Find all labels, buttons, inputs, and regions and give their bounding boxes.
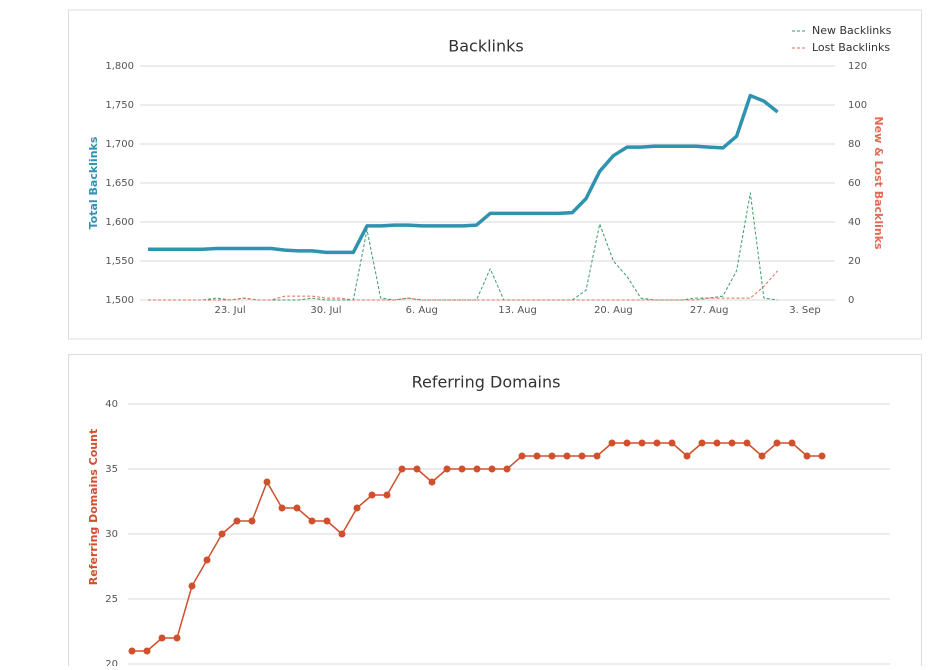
y-tick-label: 20 bbox=[848, 256, 861, 267]
data-point bbox=[623, 439, 631, 447]
data-point bbox=[173, 634, 181, 642]
y-tick-label: 1,700 bbox=[105, 139, 134, 150]
data-point bbox=[143, 647, 151, 655]
y-tick-label: 35 bbox=[105, 464, 118, 475]
data-point bbox=[773, 439, 781, 447]
panel bbox=[68, 354, 922, 670]
data-point bbox=[563, 452, 571, 460]
series-line bbox=[148, 93, 779, 255]
data-point bbox=[248, 517, 256, 525]
data-point bbox=[818, 452, 826, 460]
data-point bbox=[593, 452, 601, 460]
data-point bbox=[278, 504, 286, 512]
y-tick-label: 40 bbox=[848, 217, 861, 228]
data-point bbox=[443, 465, 451, 473]
data-point bbox=[188, 582, 196, 590]
data-point bbox=[263, 478, 271, 486]
data-point bbox=[338, 530, 346, 538]
legend-label: Lost Backlinks bbox=[812, 41, 890, 54]
y-axis-title: Total Backlinks bbox=[87, 136, 100, 229]
data-point bbox=[743, 439, 751, 447]
y-axis-title: Referring Domains Count bbox=[87, 429, 100, 585]
data-point bbox=[653, 439, 661, 447]
data-point bbox=[308, 517, 316, 525]
y-tick-label: 1,500 bbox=[105, 295, 134, 306]
y-tick-label: 1,650 bbox=[105, 178, 134, 189]
data-point bbox=[803, 452, 811, 460]
y-tick-label: 60 bbox=[848, 178, 861, 189]
data-point bbox=[758, 452, 766, 460]
data-point bbox=[398, 465, 406, 473]
data-point bbox=[233, 517, 241, 525]
y-tick-label: 30 bbox=[105, 529, 118, 540]
data-point bbox=[503, 465, 511, 473]
data-point bbox=[698, 439, 706, 447]
data-point bbox=[668, 439, 676, 447]
data-point bbox=[323, 517, 331, 525]
y-tick-label: 25 bbox=[105, 594, 118, 605]
data-point bbox=[713, 439, 721, 447]
x-tick-label: 20. Aug bbox=[594, 305, 633, 316]
y-tick-label: 20 bbox=[105, 659, 118, 666]
data-point bbox=[458, 465, 466, 473]
data-point bbox=[473, 465, 481, 473]
y-tick-label: 1,750 bbox=[105, 100, 134, 111]
y2-axis-title: New & Lost Backlinks bbox=[872, 116, 885, 250]
data-point bbox=[518, 452, 526, 460]
x-tick-label: 27. Aug bbox=[690, 305, 729, 316]
data-point bbox=[608, 439, 616, 447]
chart-title: Referring Domains bbox=[412, 373, 561, 392]
data-point bbox=[353, 504, 361, 512]
data-point bbox=[218, 530, 226, 538]
y-tick-label: 100 bbox=[848, 100, 867, 111]
data-point bbox=[533, 452, 541, 460]
data-point bbox=[728, 439, 736, 447]
y-tick-label: 0 bbox=[848, 295, 854, 306]
panel bbox=[68, 9, 922, 340]
data-point bbox=[548, 452, 556, 460]
x-tick-label: 23. Jul bbox=[215, 305, 246, 316]
data-point bbox=[638, 439, 646, 447]
data-point bbox=[293, 504, 301, 512]
y-tick-label: 1,600 bbox=[105, 217, 134, 228]
data-point bbox=[788, 439, 796, 447]
data-point bbox=[413, 465, 421, 473]
y-tick-label: 80 bbox=[848, 139, 861, 150]
data-point bbox=[683, 452, 691, 460]
data-point bbox=[368, 491, 376, 499]
x-tick-label: 6. Aug bbox=[406, 305, 438, 316]
y-tick-label: 1,800 bbox=[105, 61, 134, 72]
data-point bbox=[578, 452, 586, 460]
x-tick-label: 30. Jul bbox=[310, 305, 341, 316]
data-point bbox=[383, 491, 391, 499]
data-point bbox=[128, 647, 136, 655]
y-tick-label: 40 bbox=[105, 399, 118, 410]
legend-label: New Backlinks bbox=[812, 24, 892, 37]
data-point bbox=[203, 556, 211, 564]
data-point bbox=[488, 465, 496, 473]
series-line bbox=[148, 270, 778, 301]
x-tick-label: 13. Aug bbox=[498, 305, 537, 316]
x-tick-label: 3. Sep bbox=[789, 305, 821, 316]
chart-title: Backlinks bbox=[448, 37, 523, 56]
y-tick-label: 120 bbox=[848, 61, 867, 72]
data-point bbox=[158, 634, 166, 642]
y-tick-label: 1,550 bbox=[105, 256, 134, 267]
data-point bbox=[428, 478, 436, 486]
